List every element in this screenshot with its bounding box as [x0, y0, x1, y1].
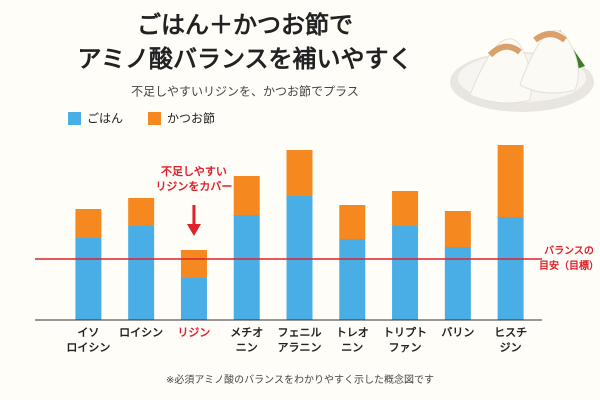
- footnote: ※必須アミノ酸のバランスをわかりやすく示した概念図です: [166, 373, 434, 386]
- legend-swatch: [68, 112, 81, 125]
- rice-ball-illustration: [450, 30, 594, 112]
- x-tick-label: イソ: [77, 326, 99, 339]
- bar-segment: [339, 205, 366, 239]
- x-tick-label: トレオ: [336, 326, 369, 339]
- bar-segment: [286, 196, 313, 320]
- bar-segment: [444, 247, 471, 320]
- title: ごはん＋かつお節で: [137, 11, 353, 39]
- subtitle: 不足しやすいリジンを、かつお節でプラス: [131, 84, 359, 99]
- legend-label: かつお節: [167, 111, 215, 126]
- x-tick-label: ジン: [500, 341, 522, 354]
- bar-segment: [128, 226, 155, 320]
- x-tick-label: ニン: [236, 341, 258, 354]
- annotation: リジンをカバー: [155, 180, 232, 193]
- title: アミノ酸バランスを補いやすく: [77, 45, 412, 73]
- x-tick-label: メチオ: [230, 326, 263, 339]
- x-tick-label: アラニン: [278, 341, 322, 354]
- x-tick-label: ロイシン: [66, 341, 110, 354]
- bar-segment: [180, 250, 207, 278]
- x-tick-label: リジン: [177, 326, 210, 339]
- legend-swatch: [148, 112, 161, 125]
- bar-segment: [128, 198, 155, 226]
- bar-segment: [233, 176, 260, 215]
- x-tick-label: ヒスチ: [494, 326, 527, 339]
- bar-segment: [75, 238, 102, 320]
- x-tick-label: ロイシン: [119, 326, 163, 339]
- reference-label: バランスの: [544, 245, 594, 257]
- bar-segment: [392, 191, 419, 226]
- bar-segment: [392, 226, 419, 320]
- bar-segment: [180, 278, 207, 320]
- bar-segment: [233, 215, 260, 320]
- bar-segment: [497, 145, 524, 217]
- x-tick-label: ファン: [389, 341, 422, 354]
- annotation: 不足しやすい: [161, 165, 227, 178]
- x-tick-label: バリン: [441, 326, 474, 339]
- annotation-arrowhead: [186, 224, 201, 236]
- legend-label: ごはん: [87, 111, 123, 126]
- x-tick-label: ニン: [341, 341, 363, 354]
- bar-segment: [444, 211, 471, 247]
- bar-segment: [286, 150, 313, 196]
- x-tick-label: フェニル: [278, 326, 322, 339]
- bar-segment: [339, 239, 366, 320]
- bar-segment: [75, 209, 102, 238]
- bar-segment: [497, 217, 524, 320]
- x-tick-label: トリプト: [383, 325, 427, 339]
- reference-label: 目安（目標）: [539, 259, 599, 272]
